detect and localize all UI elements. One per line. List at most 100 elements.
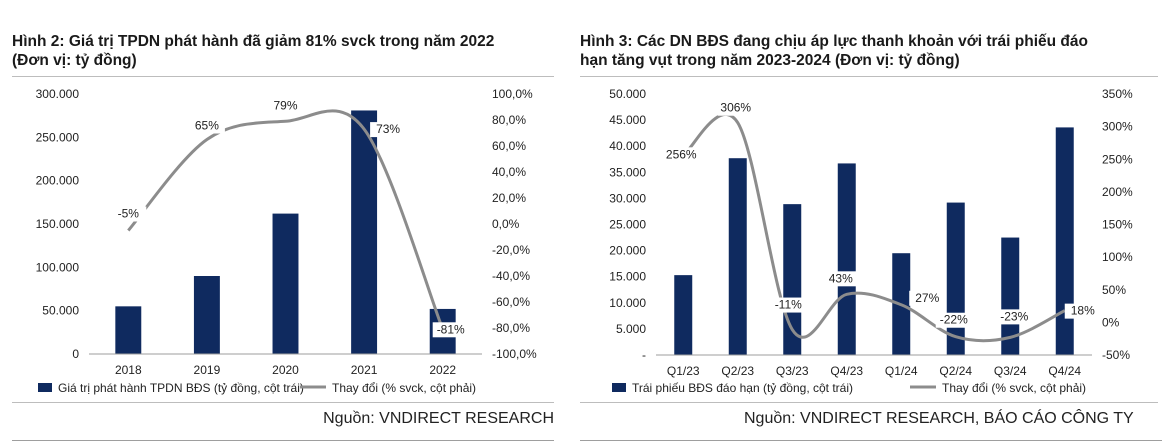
data-label-bg	[717, 100, 754, 116]
chart-title-line1: Hình 3: Các DN BĐS đang chịu áp lực than…	[580, 33, 1088, 50]
data-label: -81%	[437, 322, 465, 336]
chart-title-line2: hạn tăng vụt trong năm 2023-2024 (Đơn vị…	[580, 52, 960, 69]
bar	[728, 158, 747, 355]
x-tick-label: Q4/23	[830, 364, 863, 378]
y-tick-left: 35.000	[609, 165, 646, 179]
x-tick-label: Q1/23	[667, 364, 700, 378]
x-tick-label: Q3/23	[776, 364, 809, 378]
y-tick-right: 60,0%	[492, 139, 526, 153]
y-tick-left: 300.000	[36, 87, 80, 101]
divider	[580, 440, 1162, 441]
y-tick-right: -100,0%	[492, 347, 537, 361]
y-tick-left: 50.000	[609, 87, 646, 101]
legend-swatch-bar	[38, 383, 52, 392]
y-tick-right: 20,0%	[492, 191, 526, 205]
data-label: 256%	[666, 147, 697, 161]
x-tick-label: Q2/23	[721, 364, 754, 378]
chart-panel-right: Hình 3: Các DN BĐS đang chịu áp lực than…	[576, 0, 1166, 444]
chart-title: Hình 3: Các DN BĐS đang chịu áp lực than…	[580, 32, 1162, 70]
y-tick-left: 20.000	[609, 244, 646, 258]
data-label-bg	[663, 147, 700, 163]
bar	[783, 204, 802, 355]
y-tick-left: 150.000	[36, 217, 80, 231]
bar	[272, 213, 299, 354]
legend-label-bar: Giá trị phát hành TPDN BĐS (tỷ đồng, cột…	[58, 381, 304, 395]
y-tick-right: 250%	[1102, 152, 1133, 166]
data-label: 18%	[1071, 304, 1095, 318]
x-tick-label: Q3/24	[994, 364, 1027, 378]
source-note: Nguồn: VNDIRECT RESEARCH, BÁO CÁO CÔNG T…	[744, 410, 1134, 427]
chart-title-line1: Hình 2: Giá trị TPDN phát hành đã giảm 8…	[12, 33, 495, 50]
data-label-bg	[1064, 303, 1101, 319]
legend-label-bar: Trái phiếu BĐS đáo hạn (tỷ đồng, cột trá…	[632, 381, 853, 395]
data-label: -5%	[118, 207, 140, 221]
y-tick-left: 250.000	[36, 130, 80, 144]
bar	[837, 163, 856, 355]
chart-area: 0 50.000 100.000 150.000 200.000 250.000 300.0…	[12, 76, 554, 403]
y-tick-left: -	[642, 348, 646, 362]
data-label: 306%	[720, 101, 751, 115]
y-tick-left: 15.000	[609, 270, 646, 284]
y-tick-right: 150%	[1102, 218, 1133, 232]
chart-area: - 5.000 10.000 15.000 20.000 25.000 30.000 35.0…	[580, 76, 1158, 403]
y-tick-right: 200%	[1102, 185, 1133, 199]
bar	[1001, 237, 1020, 355]
line-series	[682, 113, 1066, 343]
x-tick-label: Q1/24	[885, 364, 918, 378]
data-label: -22%	[940, 313, 968, 327]
legend-swatch-bar	[612, 383, 626, 392]
y-tick-left: 100.000	[36, 260, 80, 274]
data-label-bg	[188, 118, 225, 134]
chart-title: Hình 2: Giá trị TPDN phát hành đã giảm 8…	[12, 32, 562, 70]
y-tick-right: 300%	[1102, 120, 1133, 134]
data-label: 65%	[195, 119, 219, 133]
bar	[946, 202, 965, 355]
data-label-bg	[822, 271, 859, 287]
y-tick-left: 45.000	[609, 113, 646, 127]
y-tick-left: 200.000	[36, 174, 80, 188]
x-tick-label: 2022	[429, 363, 456, 377]
line-series	[127, 109, 445, 330]
y-tick-right: 40,0%	[492, 165, 526, 179]
y-tick-right: -20,0%	[492, 243, 530, 257]
chart-svg: 0 50.000 100.000 150.000 200.000 250.000 300.0…	[36, 87, 537, 395]
y-tick-left: 0	[72, 347, 79, 361]
y-tick-right: 100%	[1102, 250, 1133, 264]
data-label-bg	[432, 322, 469, 338]
legend-label-line: Thay đổi (% svck, cột phải)	[332, 381, 476, 395]
y-tick-left: 5.000	[616, 322, 646, 336]
data-label-bg	[909, 290, 946, 306]
bar	[193, 276, 220, 354]
y-tick-right: 350%	[1102, 87, 1133, 101]
chart-panel-left: Hình 2: Giá trị TPDN phát hành đã giảm 8…	[0, 0, 566, 444]
data-label: 43%	[829, 271, 853, 285]
x-tick-label: Q4/24	[1048, 364, 1081, 378]
source-note: Nguồn: VNDIRECT RESEARCH	[323, 410, 554, 427]
legend-label-line: Thay đổi (% svck, cột phải)	[942, 381, 1086, 395]
data-label-bg	[770, 297, 807, 313]
x-tick-label: 2018	[115, 363, 142, 377]
bar	[115, 306, 142, 354]
y-tick-right: -80,0%	[492, 321, 530, 335]
y-tick-right: -50%	[1102, 348, 1130, 362]
data-label-bg	[110, 206, 147, 222]
data-label: -11%	[775, 298, 802, 312]
y-tick-right: -60,0%	[492, 295, 530, 309]
data-label-bg	[935, 312, 972, 328]
y-tick-right: 0%	[1102, 315, 1120, 329]
bar	[351, 110, 378, 354]
y-tick-left: 10.000	[609, 296, 646, 310]
bar	[1055, 127, 1074, 355]
data-label-bg	[996, 309, 1033, 325]
chart-svg: - 5.000 10.000 15.000 20.000 25.000 30.000 35.0…	[609, 87, 1133, 395]
y-tick-left: 30.000	[609, 191, 646, 205]
y-tick-right: 100,0%	[492, 87, 533, 101]
y-tick-right: 0,0%	[492, 217, 520, 231]
data-label-bg	[267, 98, 304, 114]
y-tick-right: 50%	[1102, 283, 1126, 297]
data-label: -23%	[1000, 309, 1028, 323]
data-label: 27%	[915, 291, 939, 305]
chart-title-line2: (Đơn vị: tỷ đồng)	[12, 52, 137, 69]
x-tick-label: 2021	[351, 363, 378, 377]
y-tick-right: -40,0%	[492, 269, 530, 283]
